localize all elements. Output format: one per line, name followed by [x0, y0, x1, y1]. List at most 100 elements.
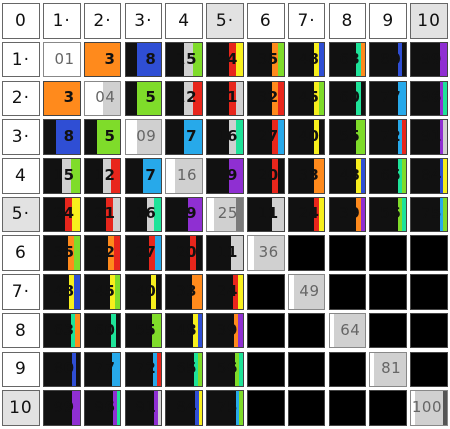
product-cell[interactable]: [328, 274, 367, 310]
product-cell[interactable]: 8: [124, 41, 163, 78]
product-cell[interactable]: 7: [165, 119, 204, 155]
product-cell[interactable]: 80: [42, 351, 81, 388]
diagonal-cell[interactable]: 81: [369, 351, 408, 388]
product-cell[interactable]: 60: [83, 312, 122, 349]
product-cell[interactable]: 99: [410, 41, 448, 78]
product-cell[interactable]: 16: [206, 119, 244, 155]
product-cell[interactable]: 48: [328, 157, 367, 194]
product-cell[interactable]: 63: [328, 41, 367, 78]
product-cell[interactable]: [287, 312, 326, 349]
product-cell[interactable]: [246, 390, 285, 426]
product-cell[interactable]: 45: [83, 274, 122, 310]
product-cell[interactable]: [246, 274, 285, 310]
product-cell[interactable]: 48: [42, 274, 81, 310]
product-cell[interactable]: [369, 312, 408, 349]
product-cell[interactable]: 55: [124, 312, 163, 349]
product-cell[interactable]: 32: [83, 235, 122, 272]
product-cell[interactable]: 48: [165, 312, 204, 349]
product-cell[interactable]: 5: [124, 80, 163, 117]
product-cell[interactable]: [328, 235, 367, 272]
product-cell[interactable]: 15: [42, 157, 81, 194]
product-cell[interactable]: [410, 235, 448, 272]
product-cell[interactable]: [410, 351, 448, 388]
product-cell[interactable]: 12: [83, 157, 122, 194]
product-cell[interactable]: 5: [83, 119, 122, 155]
product-cell[interactable]: [369, 390, 408, 426]
diagonal-cell[interactable]: 100: [410, 390, 448, 426]
product-cell[interactable]: 12: [165, 80, 204, 117]
product-cell[interactable]: 3: [83, 41, 122, 78]
product-cell[interactable]: 65: [369, 157, 408, 194]
diagonal-cell[interactable]: 04: [83, 80, 122, 117]
product-cell[interactable]: [287, 351, 326, 388]
product-cell[interactable]: 16: [124, 196, 163, 233]
product-cell[interactable]: [287, 390, 326, 426]
product-cell[interactable]: 77: [83, 351, 122, 388]
product-cell[interactable]: 56: [206, 351, 244, 388]
product-cell[interactable]: 75: [410, 196, 448, 233]
product-cell[interactable]: 77: [369, 80, 408, 117]
product-cell[interactable]: 33: [287, 157, 326, 194]
product-cell[interactable]: 21: [83, 196, 122, 233]
product-cell[interactable]: 96: [83, 390, 122, 426]
product-cell[interactable]: 40: [287, 119, 326, 155]
product-cell[interactable]: 24: [287, 196, 326, 233]
product-cell[interactable]: 65: [165, 351, 204, 388]
diagonal-cell[interactable]: 36: [246, 235, 285, 272]
product-cell[interactable]: 48: [287, 41, 326, 78]
product-cell[interactable]: 56: [369, 196, 408, 233]
product-cell[interactable]: [328, 351, 367, 388]
product-cell[interactable]: 24: [206, 274, 244, 310]
product-cell[interactable]: 9: [165, 196, 204, 233]
product-cell[interactable]: 35: [246, 41, 285, 78]
product-cell[interactable]: [369, 274, 408, 310]
product-cell[interactable]: 99: [42, 390, 81, 426]
product-cell[interactable]: [369, 235, 408, 272]
product-cell[interactable]: [287, 235, 326, 272]
product-cell[interactable]: [246, 351, 285, 388]
product-cell[interactable]: 7: [124, 157, 163, 194]
product-cell[interactable]: 72: [369, 119, 408, 155]
product-cell[interactable]: 91: [410, 119, 448, 155]
product-cell[interactable]: 3: [42, 80, 81, 117]
product-cell[interactable]: 80: [369, 41, 408, 78]
product-cell[interactable]: 40: [124, 274, 163, 310]
product-cell[interactable]: 60: [328, 80, 367, 117]
product-cell[interactable]: 20: [165, 235, 204, 272]
diagonal-cell[interactable]: 16: [165, 157, 204, 194]
diagonal-cell[interactable]: 64: [328, 312, 367, 349]
product-cell[interactable]: 24: [42, 196, 81, 233]
product-cell[interactable]: 35: [42, 235, 81, 272]
diagonal-cell[interactable]: 25: [206, 196, 244, 233]
product-cell[interactable]: [410, 274, 448, 310]
product-cell[interactable]: 9: [206, 157, 244, 194]
product-cell[interactable]: 63: [42, 312, 81, 349]
product-cell[interactable]: 27: [246, 119, 285, 155]
product-cell[interactable]: 11: [246, 196, 285, 233]
product-cell[interactable]: 84: [410, 157, 448, 194]
product-cell[interactable]: 33: [165, 274, 204, 310]
product-cell[interactable]: 39: [206, 312, 244, 349]
product-cell[interactable]: [246, 312, 285, 349]
product-cell[interactable]: 75: [206, 390, 244, 426]
diagonal-cell[interactable]: 09: [124, 119, 163, 155]
product-cell[interactable]: 45: [287, 80, 326, 117]
product-cell[interactable]: 27: [124, 235, 163, 272]
product-cell[interactable]: 32: [246, 80, 285, 117]
product-cell[interactable]: 8: [42, 119, 81, 155]
product-cell[interactable]: [328, 390, 367, 426]
product-cell[interactable]: 21: [206, 80, 244, 117]
product-cell[interactable]: 55: [328, 119, 367, 155]
product-cell[interactable]: 24: [206, 41, 244, 78]
product-cell[interactable]: 84: [165, 390, 204, 426]
product-cell[interactable]: 96: [410, 80, 448, 117]
product-cell[interactable]: 15: [165, 41, 204, 78]
product-cell[interactable]: 39: [328, 196, 367, 233]
diagonal-cell[interactable]: 49: [287, 274, 326, 310]
product-cell[interactable]: 11: [206, 235, 244, 272]
diagonal-cell[interactable]: 01: [42, 41, 81, 78]
product-cell[interactable]: [410, 312, 448, 349]
product-cell[interactable]: 72: [124, 351, 163, 388]
product-cell[interactable]: 91: [124, 390, 163, 426]
product-cell[interactable]: 20: [246, 157, 285, 194]
